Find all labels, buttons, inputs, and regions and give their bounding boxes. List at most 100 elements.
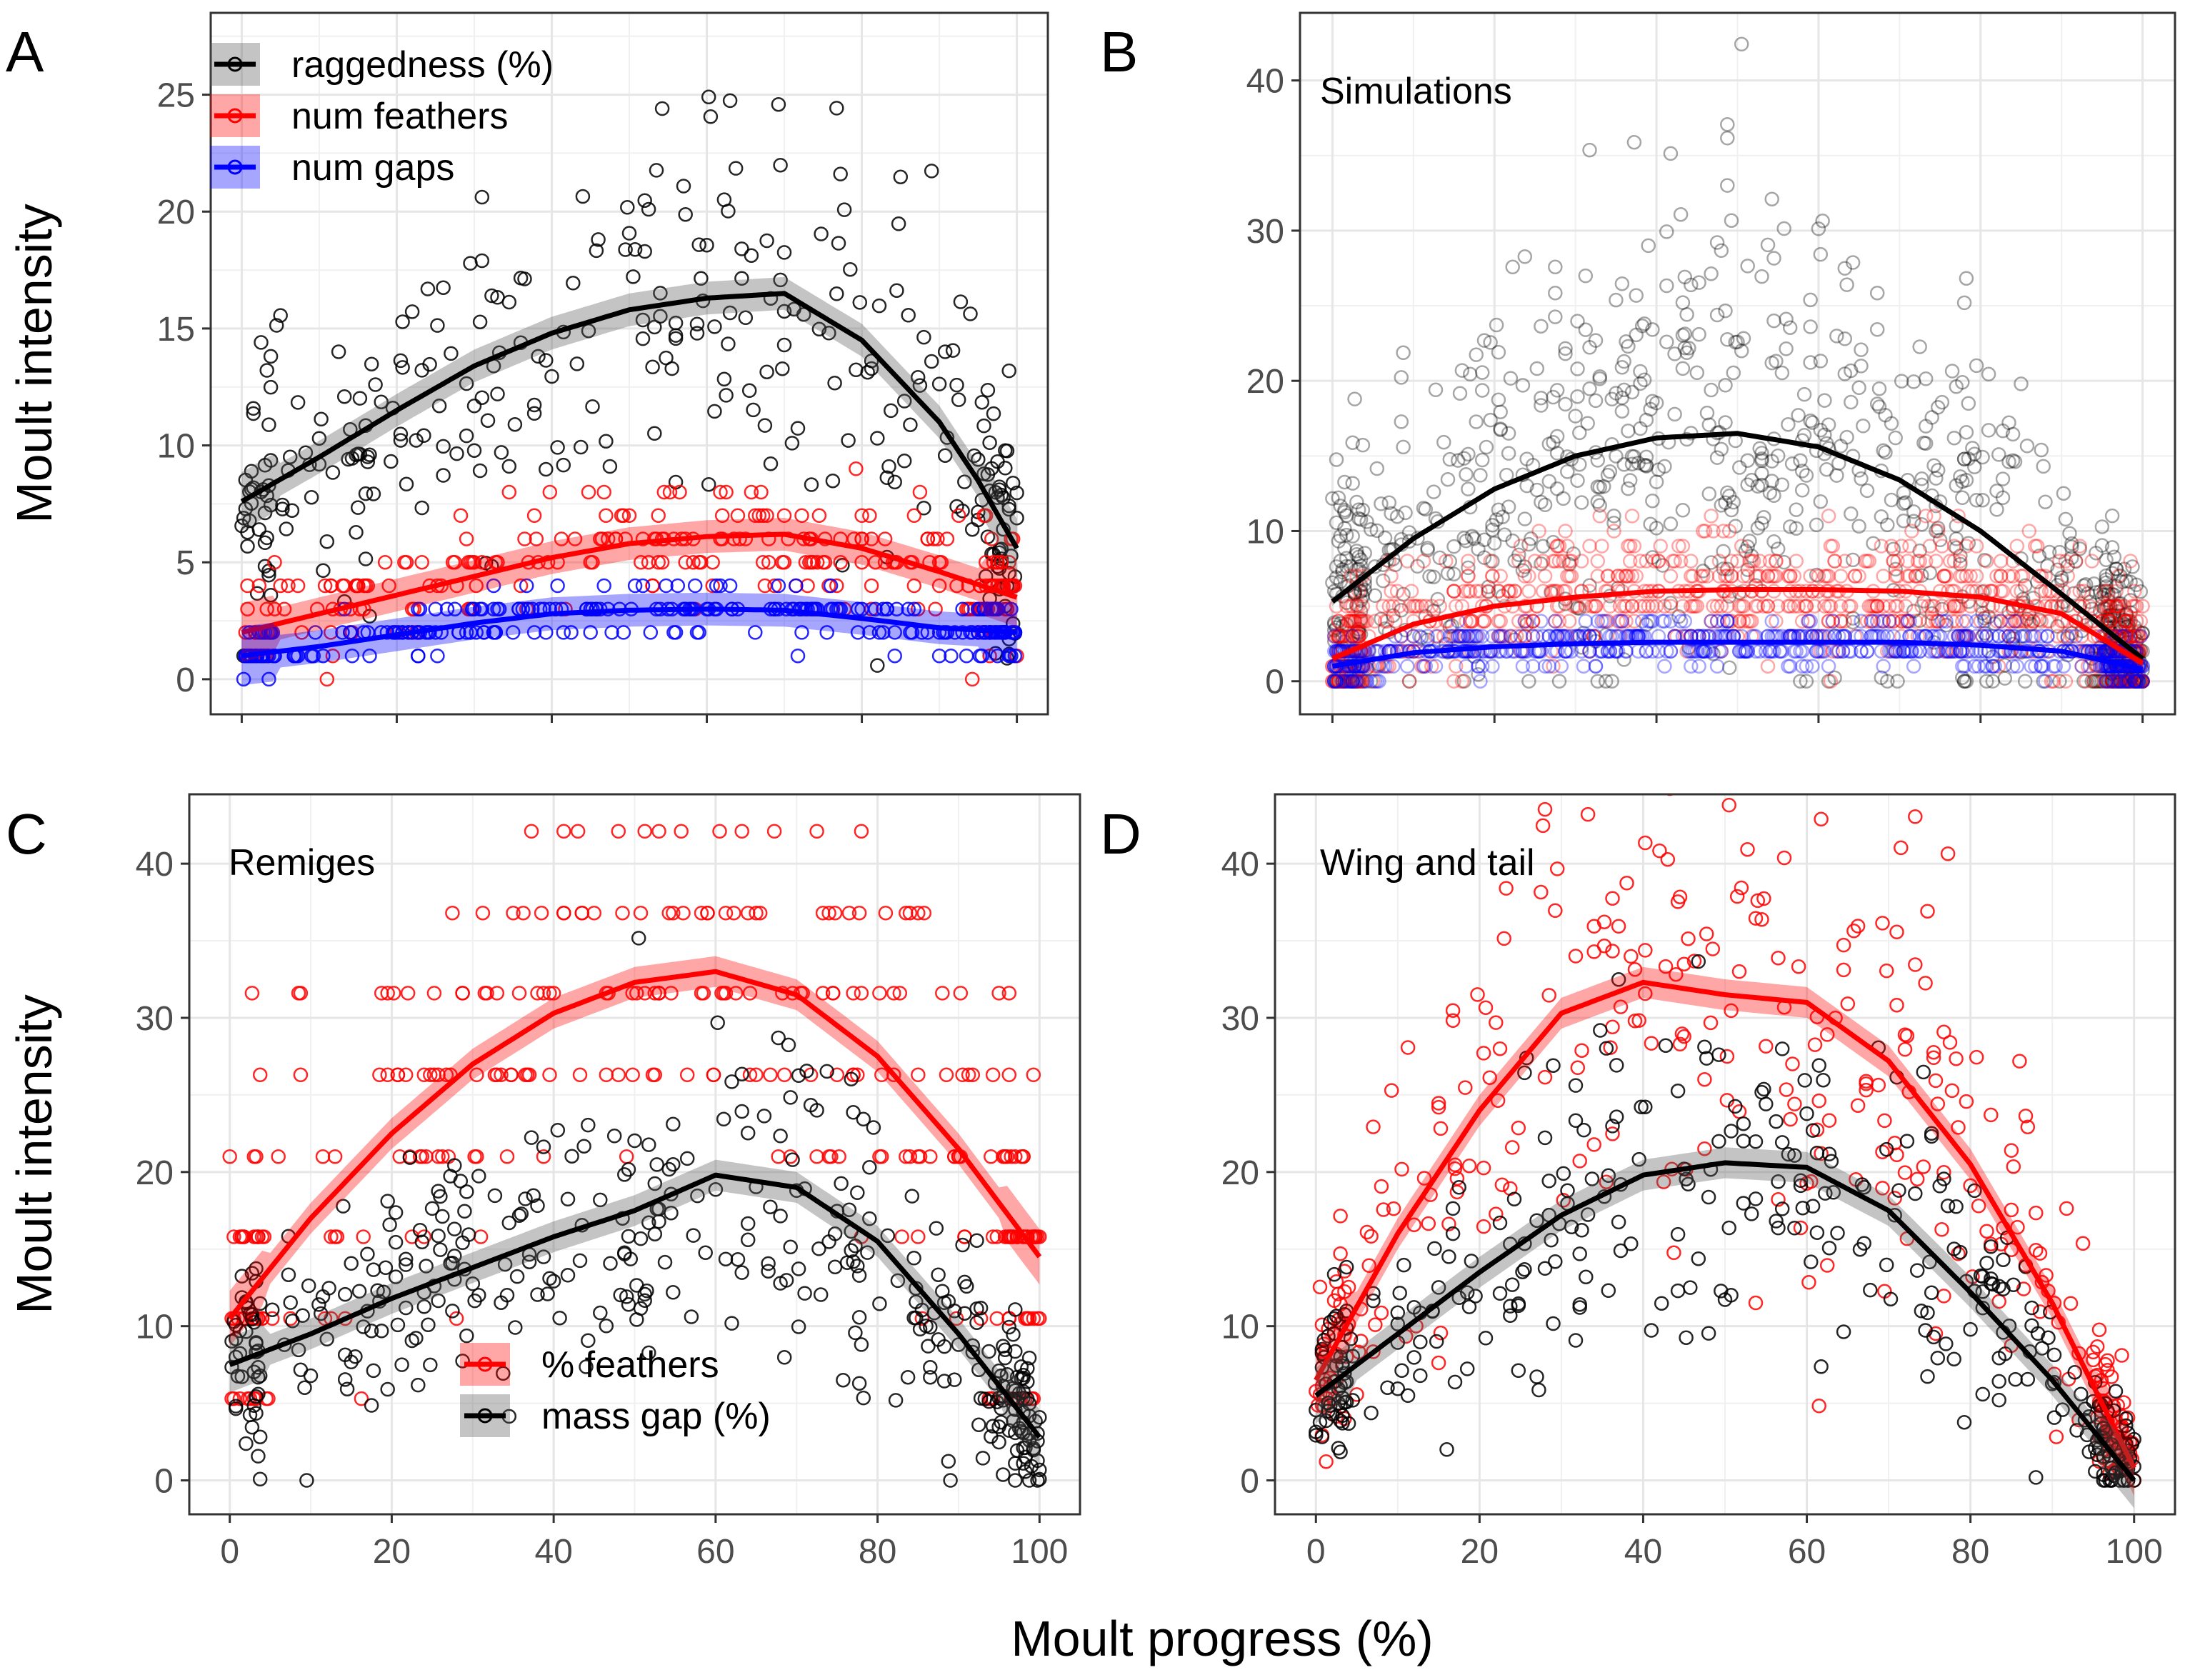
- data-point: [1485, 518, 1500, 533]
- data-point: [2109, 599, 2124, 614]
- data-point: [1902, 539, 1917, 554]
- data-point: [1754, 445, 1769, 461]
- data-point: [2106, 549, 2122, 564]
- data-point: [311, 1297, 326, 1312]
- data-point: [621, 508, 637, 524]
- data-point: [776, 1350, 792, 1365]
- data-point: [767, 578, 782, 594]
- y-axis-title: Moult intensity: [6, 994, 62, 1314]
- data-point: [2055, 1402, 2070, 1417]
- data-point: [1728, 1099, 1743, 1114]
- data-point: [1711, 554, 1727, 569]
- data-point: [2096, 674, 2112, 689]
- data-point: [1787, 1096, 1802, 1111]
- data-point: [1469, 584, 1484, 599]
- data-point: [864, 531, 879, 546]
- data-point: [1934, 614, 1950, 629]
- data-point: [716, 192, 732, 207]
- data-point: [1474, 365, 1490, 380]
- data-point: [236, 671, 251, 687]
- data-point: [308, 625, 323, 640]
- data-point: [629, 1278, 644, 1293]
- data-point: [1816, 1072, 1831, 1088]
- data-point: [1809, 517, 1824, 533]
- data-point: [1007, 648, 1023, 664]
- data-point: [539, 625, 554, 640]
- data-point: [921, 1339, 936, 1354]
- data-point: [1929, 471, 1944, 486]
- data-point: [1345, 674, 1360, 689]
- data-point: [1897, 1165, 1913, 1180]
- data-point: [1481, 584, 1496, 599]
- data-point: [1995, 471, 2011, 486]
- data-point: [1349, 624, 1364, 639]
- data-point: [1493, 629, 1508, 644]
- data-point: [560, 1268, 576, 1283]
- smooth-line: [1314, 979, 2136, 1469]
- data-point: [2123, 629, 2138, 644]
- data-point: [1392, 1285, 1407, 1301]
- data-point: [395, 314, 410, 329]
- data-point: [457, 1204, 472, 1219]
- data-point: [1851, 519, 1866, 534]
- data-point: [1416, 554, 1431, 569]
- data-point: [2014, 644, 2029, 659]
- data-point: [1321, 1395, 1336, 1411]
- data-point: [1732, 460, 1747, 475]
- data-point: [621, 1161, 636, 1177]
- data-point: [1464, 614, 1480, 629]
- data-point: [1414, 630, 1429, 645]
- data-point: [2034, 614, 2049, 629]
- data-point: [2019, 611, 2035, 626]
- data-point: [627, 242, 643, 257]
- data-point: [971, 1417, 986, 1433]
- data-point: [1991, 629, 2006, 644]
- data-point: [585, 554, 600, 570]
- data-point: [1447, 1161, 1463, 1176]
- data-point: [1616, 599, 1631, 614]
- data-point: [1900, 614, 1915, 629]
- data-point: [1920, 614, 1936, 629]
- data-point: [1441, 1249, 1456, 1264]
- data-point: [1384, 1083, 1399, 1098]
- data-point: [947, 625, 963, 640]
- data-point: [1639, 554, 1654, 569]
- data-point: [1819, 1027, 1835, 1042]
- data-point: [576, 1139, 591, 1154]
- data-point: [1959, 569, 1974, 584]
- data-point: [839, 1255, 855, 1270]
- data-point: [1517, 1065, 1532, 1081]
- data-point: [2119, 614, 2134, 629]
- data-point: [1541, 474, 1557, 489]
- data-point: [618, 242, 633, 257]
- data-point: [1924, 410, 1939, 425]
- data-point: [1728, 334, 1743, 350]
- data-point: [1558, 396, 1573, 412]
- data-point: [1641, 238, 1656, 254]
- data-point: [419, 1259, 434, 1274]
- data-point: [474, 189, 490, 205]
- data-point: [1663, 596, 1679, 611]
- data-point: [471, 1169, 486, 1184]
- data-point: [1936, 569, 1951, 584]
- data-point: [2068, 554, 2084, 569]
- data-point: [1801, 614, 1816, 629]
- data-point: [1679, 307, 1694, 322]
- data-point: [1667, 406, 1682, 422]
- data-point: [984, 1429, 999, 1444]
- data-point: [1953, 469, 1968, 484]
- data-point: [480, 413, 496, 428]
- data-point: [526, 625, 542, 640]
- data-point: [1590, 554, 1606, 569]
- data-point: [453, 1174, 469, 1189]
- data-point: [706, 1067, 721, 1083]
- data-point: [1353, 559, 1369, 574]
- data-point: [1495, 509, 1510, 525]
- data-point: [1353, 552, 1369, 567]
- data-point: [1673, 614, 1689, 629]
- data-point: [1740, 614, 1755, 629]
- data-point: [730, 508, 746, 524]
- data-point: [430, 648, 445, 664]
- data-point: [2115, 674, 2130, 689]
- data-point: [1624, 509, 1640, 524]
